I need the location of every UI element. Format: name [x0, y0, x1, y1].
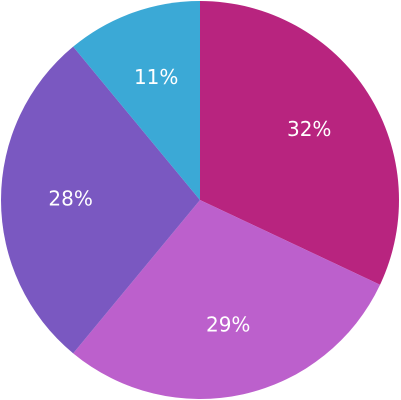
- pie-slice: [0, 46, 200, 354]
- data-label: 29%: [206, 313, 250, 337]
- data-label: 28%: [48, 187, 92, 211]
- pie-slice: [73, 1, 200, 200]
- pie-slice: [73, 200, 381, 399]
- data-label: 11%: [134, 65, 178, 89]
- pie-slice: [200, 1, 399, 285]
- data-label: 32%: [287, 117, 331, 141]
